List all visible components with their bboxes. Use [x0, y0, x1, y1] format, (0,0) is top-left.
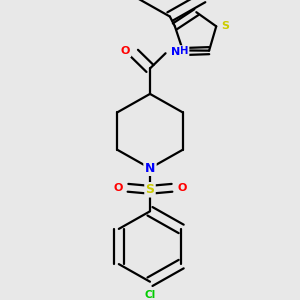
Text: N: N — [145, 162, 155, 175]
Text: S: S — [146, 183, 154, 196]
Text: NH: NH — [171, 46, 188, 56]
Text: S: S — [221, 21, 229, 31]
Text: O: O — [177, 183, 187, 193]
Text: O: O — [121, 46, 130, 56]
Text: N: N — [145, 162, 155, 175]
Text: O: O — [113, 183, 123, 193]
Text: Cl: Cl — [144, 290, 156, 300]
Text: N: N — [171, 46, 180, 56]
